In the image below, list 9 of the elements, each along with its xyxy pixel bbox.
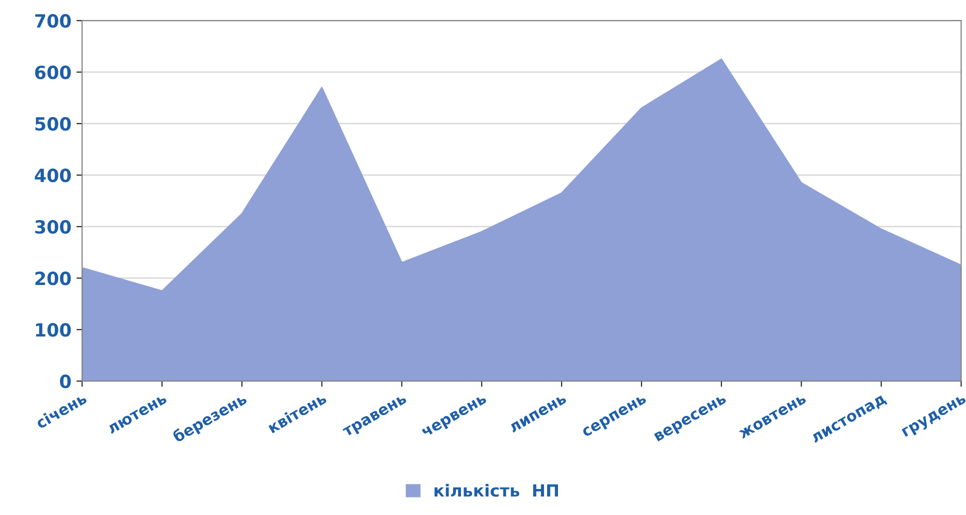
y-tick-label: 400 (34, 168, 71, 182)
legend-label: кількість НП (434, 484, 558, 497)
y-tick-label: 500 (35, 117, 71, 131)
y-tick-label: 100 (36, 323, 71, 337)
y-tick-label: 300 (35, 220, 71, 234)
y-tick-label: 700 (35, 14, 71, 28)
y-tick-label: 200 (35, 272, 71, 286)
y-tick-label: 600 (35, 66, 71, 80)
y-tick-label: 0 (60, 374, 71, 388)
